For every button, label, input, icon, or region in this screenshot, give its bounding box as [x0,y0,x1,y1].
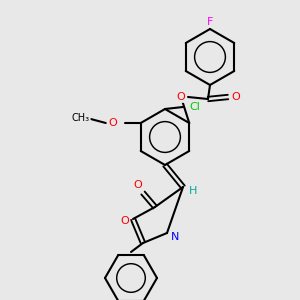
Text: Cl: Cl [190,102,200,112]
Text: F: F [207,17,213,27]
Text: O: O [232,92,240,102]
Text: N: N [171,232,179,242]
Text: O: O [134,180,142,190]
Text: O: O [108,118,117,128]
Text: CH₃: CH₃ [72,113,90,123]
Text: O: O [121,216,129,226]
Text: O: O [177,92,185,102]
Text: H: H [189,186,197,196]
